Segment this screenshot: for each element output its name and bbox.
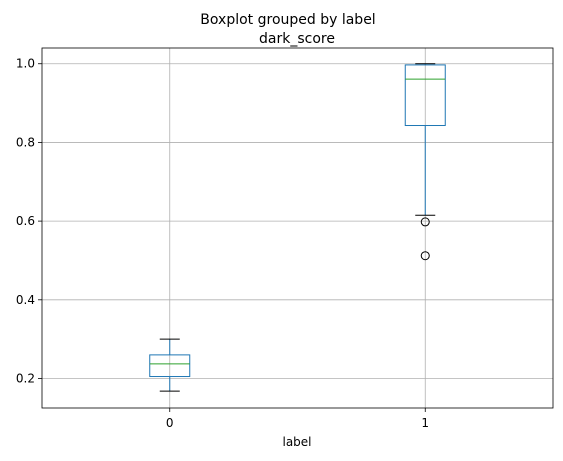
chart-suptitle: Boxplot grouped by label (200, 12, 375, 28)
outlier-point (420, 217, 430, 227)
axis-ticks: 0.2 0.4 0.6 0.8 1.0 0 1 (16, 57, 429, 430)
box-series (149, 63, 446, 392)
iqr-box (404, 64, 446, 127)
y-tick-label: 1.0 (16, 57, 35, 71)
outlier-point (420, 251, 430, 261)
y-tick-label: 0.4 (16, 293, 35, 307)
x-tick-label: 0 (166, 416, 174, 430)
y-tick-label: 0.8 (16, 135, 35, 149)
iqr-box (149, 354, 191, 378)
chart-title: dark_score (259, 31, 335, 47)
x-axis-label: label (282, 435, 311, 449)
y-tick-label: 0.2 (16, 371, 35, 385)
x-tick-label: 1 (421, 416, 429, 430)
plot-area-frame (41, 47, 554, 409)
y-tick-label: 0.6 (16, 214, 35, 228)
grid-lines (42, 48, 553, 408)
